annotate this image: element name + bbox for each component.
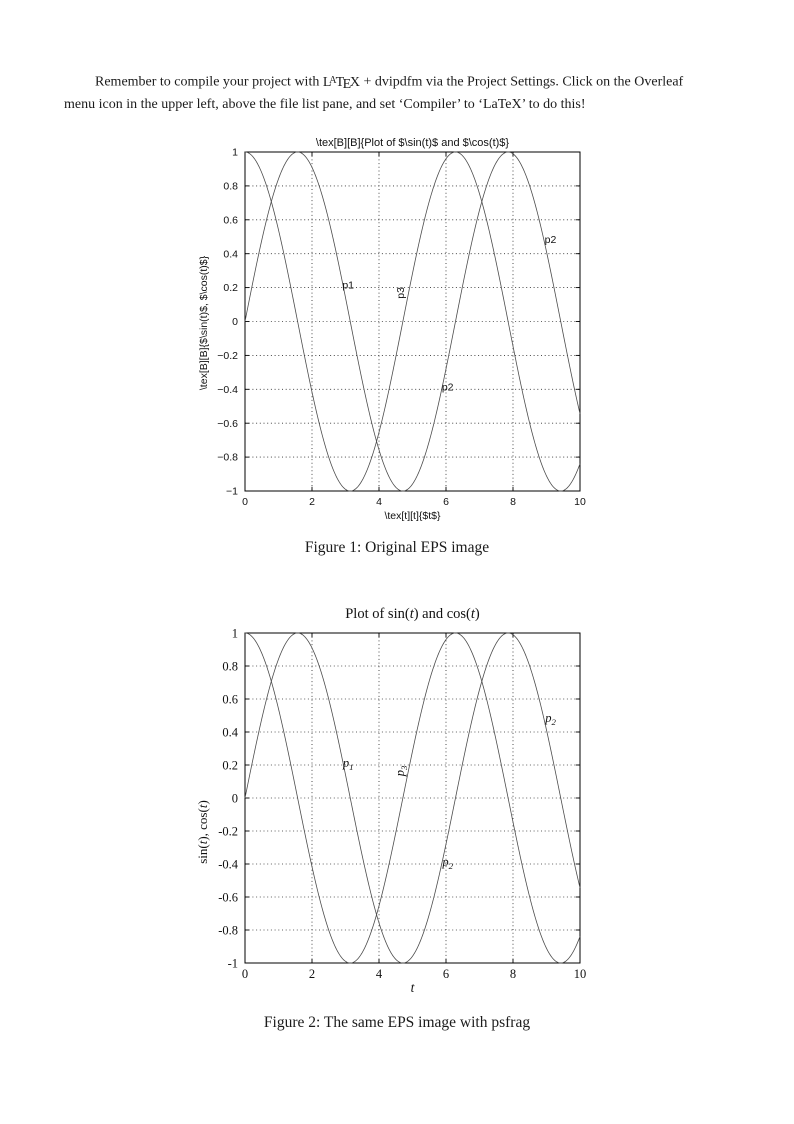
x-axis-label: \tex[t][t]{$t$} [384,510,441,522]
figure2-chart: 0 2 4 6 8 10 1 0.8 0.6 0.4 0.2 0 -0.2 -0.4 -0.6 -0.8 -1 P… [195,606,587,995]
annotation-p2: p2 [544,711,556,727]
x-tick-label: 10 [574,967,587,981]
y-tick-label: 0.2 [222,758,238,772]
curve-sin [244,632,581,964]
y-tick-label: −0.2 [217,350,238,362]
figure-1: 0 2 4 6 8 10 1 0.8 0.6 0.4 0.2 0 −0.2 −0.4 −0.6 −0.8 −1 \… [190,130,610,530]
x-tick-label: 0 [242,967,248,981]
annotation-p3: p3 [393,765,409,777]
y-tick-label: -1 [228,956,238,970]
y-axis-label: \tex[B][B]{$\sin(t)$, $\cos(t)$} [198,255,210,390]
y-tick-label: 0 [232,316,238,328]
annotation-p2: p2 [545,234,557,246]
intro-paragraph: Remember to compile your project with LA… [64,71,794,115]
latex-logo: LATEX [322,74,360,93]
y-tick-label: −0.4 [217,384,238,396]
curve-sin [244,151,581,492]
intro-line-2: menu icon in the upper left, above the f… [64,97,586,113]
x-tick-label: 0 [242,496,248,508]
y-tick-label: -0.8 [218,923,238,937]
y-tick-label: 1 [232,626,238,640]
y-tick-label: 0.2 [223,282,238,294]
y-tick-label: 0.6 [223,214,238,226]
y-tick-label: 1 [232,147,238,159]
y-tick-label: 0.4 [223,248,238,260]
latex-logo-l: L [322,74,332,90]
curve-cos [244,632,581,964]
latex-logo-a: A [329,75,337,86]
y-tick-label: -0.6 [218,890,238,904]
y-tick-label: 0.8 [223,180,238,192]
annotation-p1: p1 [342,280,354,292]
x-tick-label: 4 [376,967,383,981]
annotation-p3: p3 [395,287,407,299]
intro-line-1: Remember to compile your project with LA… [64,71,794,95]
latex-logo-x: X [349,74,360,90]
figure-2: 0 2 4 6 8 10 1 0.8 0.6 0.4 0.2 0 -0.2 -0.4 -0.6 -0.8 -1 P… [190,598,610,1013]
x-tick-label: 8 [510,967,516,981]
annotation-p2: p2 [441,855,453,871]
x-tick-label: 10 [574,496,586,508]
y-tick-label: 0.6 [222,692,238,706]
x-tick-label: 6 [443,967,449,981]
x-axis-label: t [411,980,416,995]
x-tick-label: 2 [309,967,315,981]
annotation-p2: p2 [442,381,454,393]
y-tick-label: −0.6 [217,418,238,430]
x-tick-label: 4 [376,496,382,508]
figure2-caption: Figure 2: The same EPS image with psfrag [263,1014,531,1031]
annotation-p1: p1 [342,756,354,772]
x-tick-label: 2 [309,496,315,508]
y-tick-label: 0 [232,791,238,805]
latex-logo-e: E [342,77,352,93]
x-tick-label: 6 [443,496,449,508]
y-tick-label: -0.2 [218,824,238,838]
chart-title: \tex[B][B]{Plot of $\sin(t)$ and $\cos(t… [316,137,510,149]
y-tick-label: 0.4 [222,725,238,739]
intro-text-before-logo: Remember to compile your project with [95,74,323,90]
x-tick-label: 8 [510,496,516,508]
intro-text-after-logo: + dvipdfm via the Project Settings. Clic… [360,74,684,90]
latex-logo-t: T [335,74,345,90]
y-axis-label: sin(t), cos(t) [195,800,210,864]
figure1-caption: Figure 1: Original EPS image [304,539,490,556]
y-tick-label: −0.8 [217,452,238,464]
curve-cos [244,151,581,492]
chart-title: Plot of sin(t) and cos(t) [345,606,480,622]
y-tick-label: −1 [226,486,238,498]
y-tick-label: 0.8 [222,659,238,673]
y-tick-label: -0.4 [218,857,239,871]
figure1-chart: 0 2 4 6 8 10 1 0.8 0.6 0.4 0.2 0 −0.2 −0.4 −0.6 −0.8 −1 \… [198,137,586,522]
